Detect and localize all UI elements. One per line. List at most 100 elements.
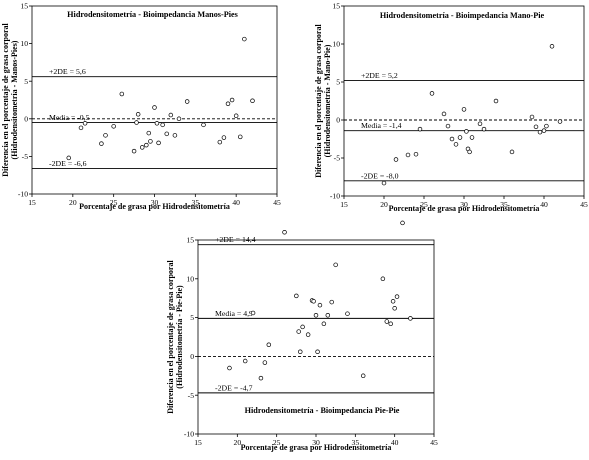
data-point [225, 101, 231, 107]
data-point [413, 151, 419, 157]
y-tick-label: 15 [186, 236, 194, 245]
data-point [66, 155, 71, 161]
data-point [156, 140, 161, 146]
x-tick-label: 40 [391, 438, 399, 447]
data-point [360, 373, 366, 379]
data-point [449, 136, 455, 142]
data-point [148, 139, 153, 144]
x-tick-label: 45 [273, 198, 281, 207]
y-tick-label: 15 [332, 2, 340, 11]
data-point [131, 148, 137, 154]
data-point [464, 129, 469, 134]
data-point [329, 299, 334, 305]
x-tick-label: 30 [460, 200, 468, 209]
data-point [429, 91, 435, 96]
lower-label: -2DE = -6,6 [49, 159, 87, 168]
data-point [509, 149, 515, 155]
data-point [469, 135, 475, 140]
x-tick-label: 25 [420, 200, 428, 209]
data-point [453, 142, 459, 147]
data-point [82, 121, 88, 126]
x-tick-label: 40 [540, 200, 548, 209]
data-point [250, 310, 256, 316]
y-tick-label: -5 [22, 152, 29, 161]
mean-label: Media = -1,4 [361, 121, 402, 130]
x-tick-label: 40 [232, 198, 240, 207]
data-point [160, 122, 165, 128]
data-point [266, 342, 272, 348]
x-tick-label: 25 [110, 198, 118, 207]
data-point [481, 126, 487, 132]
data-point [111, 124, 116, 129]
data-point [390, 299, 396, 304]
data-point [533, 124, 539, 130]
data-point [103, 133, 108, 138]
y-tick-label: 0 [190, 352, 194, 361]
x-axis-label: Porcentaje de grasa por Hidrodensitometr… [241, 443, 392, 452]
chart-panel-2: +2DE = 5,2 Media = -1,4 -2DE = -8,0 15 20 25 3… [314, 2, 588, 213]
data-point [135, 112, 141, 117]
y-axis-sublabel: (Hidrodensitometría - Manos-Pies) [10, 40, 19, 159]
data-point [262, 360, 268, 365]
data-point [311, 299, 316, 304]
data-point [99, 141, 104, 146]
y-axis-label: Diferencia en el porcentaje de grasa cor… [1, 23, 10, 177]
data-point [78, 125, 84, 131]
data-point [315, 349, 320, 354]
data-point [294, 293, 299, 299]
data-point [380, 276, 386, 282]
data-point [325, 313, 331, 318]
x-tick-label: 20 [380, 200, 388, 209]
data-point [408, 316, 413, 321]
chart-title: Hidrodensitometría - Bioimpedancia Pie-P… [245, 406, 400, 415]
y-axis-sublabel: (Hidrodensitometría - Mano-Pie) [323, 44, 332, 157]
data-point [392, 306, 397, 311]
x-tick-label: 35 [500, 200, 508, 209]
data-point [321, 321, 327, 327]
data-point [441, 111, 447, 117]
data-point [461, 107, 467, 112]
x-tick-label: 30 [312, 438, 320, 447]
data-point [217, 139, 223, 145]
data-point [467, 149, 472, 155]
data-point [384, 319, 390, 324]
y-tick-label: 0 [24, 114, 28, 123]
y-axis-label: Diferencia en el porcentaje de grasa cor… [314, 24, 323, 178]
y-tick-label: -10 [184, 430, 194, 439]
data-point [250, 98, 255, 104]
lower-label: -2DE = -8,0 [361, 171, 399, 180]
data-point [296, 329, 301, 334]
data-point [184, 99, 190, 104]
data-point [119, 91, 125, 97]
lower-label: -2DE = -4,7 [215, 383, 253, 392]
data-point [172, 133, 178, 138]
chart-panel-3: +2DE = 14,4 Media = 4,9 -2DE = -4,7 15 20 25 3… [166, 220, 438, 452]
data-point [221, 135, 227, 140]
chart-panel-1: +2DE = 5,6 Media = -0,5 -2DE = -6,6 15 20 25 3… [1, 2, 281, 211]
y-tick-label: 10 [20, 39, 28, 48]
data-point [152, 105, 157, 110]
data-point [529, 114, 535, 120]
data-point [144, 142, 149, 148]
mean-label: Media = 4,9 [215, 309, 253, 318]
data-point [557, 119, 563, 124]
y-tick-label: -5 [188, 391, 195, 400]
x-tick-label: 35 [192, 198, 200, 207]
data-point [388, 321, 393, 327]
data-point [477, 121, 483, 127]
y-tick-label: 5 [336, 78, 340, 87]
data-point [405, 152, 411, 158]
data-point [258, 375, 264, 381]
data-point [541, 128, 547, 133]
x-tick-label: 35 [352, 438, 360, 447]
x-tick-label: 15 [28, 198, 36, 207]
data-point [313, 313, 319, 318]
y-axis-sublabel: (Hidrodensitometría - Pie-Pie) [175, 285, 184, 389]
y-tick-label: 10 [332, 40, 340, 49]
plot-frame [197, 239, 435, 435]
data-point [305, 332, 311, 337]
data-point [201, 122, 206, 128]
x-tick-label: 25 [273, 438, 281, 447]
data-point [282, 229, 287, 235]
x-tick-label: 15 [340, 200, 348, 209]
